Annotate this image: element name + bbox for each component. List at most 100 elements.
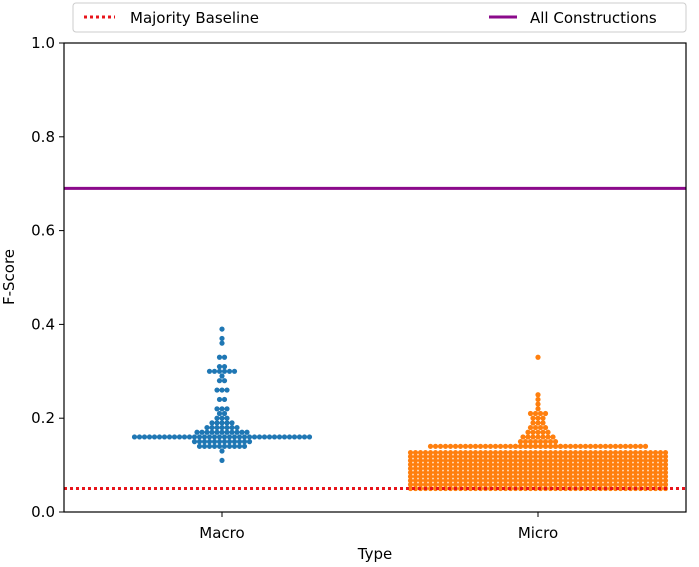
data-point-micro: [407, 465, 414, 472]
data-point-micro: [602, 481, 609, 488]
data-point-micro: [457, 469, 464, 476]
data-point-micro: [612, 477, 619, 484]
data-point-micro: [452, 443, 459, 449]
data-point-micro: [607, 481, 614, 488]
data-point-micro: [412, 449, 419, 456]
data-point-micro: [442, 469, 449, 476]
data-point-micro: [617, 469, 624, 476]
data-point-micro: [617, 485, 624, 492]
data-point-micro: [512, 443, 519, 449]
data-point-micro: [427, 461, 434, 468]
data-point-micro: [582, 461, 589, 468]
data-point-micro: [432, 465, 439, 472]
data-point-micro: [657, 461, 664, 468]
data-point-micro: [627, 453, 634, 460]
data-point-micro: [492, 477, 499, 484]
data-point-micro: [572, 481, 579, 488]
data-point-macro: [226, 443, 233, 449]
data-point-micro: [657, 449, 664, 456]
data-point-micro: [662, 453, 669, 460]
data-point-micro: [602, 473, 609, 480]
data-point-micro: [537, 410, 544, 417]
data-point-micro: [552, 481, 559, 488]
data-point-micro: [497, 443, 504, 449]
data-point-micro: [432, 473, 439, 480]
data-point-micro: [547, 443, 554, 449]
data-point-micro: [592, 443, 599, 449]
data-point-micro: [477, 461, 484, 468]
data-point-micro: [452, 449, 459, 456]
data-point-micro: [422, 465, 429, 472]
data-point-micro: [542, 457, 549, 464]
data-point-macro: [266, 434, 273, 440]
data-point-micro: [632, 461, 639, 468]
data-point-micro: [537, 457, 544, 464]
data-point-macro: [231, 439, 238, 445]
data-point-micro: [557, 465, 564, 472]
data-point-micro: [467, 469, 474, 476]
data-point-micro: [502, 453, 509, 460]
data-point-micro: [462, 453, 469, 460]
data-point-micro: [535, 406, 541, 412]
data-point-micro: [662, 461, 669, 468]
data-point-micro: [642, 465, 649, 472]
data-point-micro: [597, 477, 604, 484]
data-point-micro: [507, 457, 514, 464]
data-point-macro: [221, 439, 228, 445]
data-point-micro: [622, 477, 629, 484]
data-point-macro: [216, 434, 223, 440]
data-point-micro: [597, 449, 604, 456]
data-point-micro: [547, 457, 554, 464]
data-point-micro: [552, 439, 559, 445]
data-point-macro: [219, 457, 225, 464]
data-point-micro: [562, 453, 569, 460]
data-point-micro: [535, 434, 541, 440]
data-point-micro: [502, 481, 509, 488]
data-point-micro: [572, 449, 579, 456]
data-point-micro: [637, 481, 644, 488]
data-point-micro: [552, 449, 559, 456]
data-point-micro: [492, 443, 499, 449]
data-point-micro: [482, 477, 489, 484]
data-point-micro: [642, 473, 649, 480]
data-point-micro: [612, 449, 619, 456]
data-point-micro: [642, 449, 649, 456]
data-point-micro: [567, 469, 574, 476]
data-point-micro: [482, 449, 489, 456]
data-point-micro: [627, 449, 634, 456]
data-point-micro: [572, 453, 579, 460]
data-point-micro: [517, 449, 524, 456]
data-point-macro: [219, 373, 225, 379]
data-point-micro: [577, 469, 584, 476]
data-point-micro: [427, 465, 434, 472]
data-point-micro: [642, 469, 649, 476]
data-point-micro: [517, 473, 524, 480]
data-point-micro: [662, 477, 669, 484]
data-point-micro: [502, 473, 509, 480]
data-point-micro: [552, 469, 559, 476]
data-point-micro: [547, 465, 554, 472]
data-point-micro: [497, 457, 504, 464]
data-point-macro: [221, 434, 228, 440]
data-point-micro: [497, 473, 504, 480]
y-tick-label: 0.8: [31, 128, 55, 146]
data-point-micro: [482, 469, 489, 476]
data-point-macro: [246, 434, 253, 440]
data-point-micro: [407, 469, 414, 476]
data-point-micro: [647, 457, 654, 464]
data-point-micro: [552, 453, 559, 460]
data-point-micro: [557, 461, 564, 468]
data-point-micro: [457, 461, 464, 468]
data-point-micro: [632, 443, 639, 449]
data-point-micro: [522, 465, 529, 472]
data-point-micro: [527, 481, 534, 488]
data-point-micro: [422, 449, 429, 456]
data-point-micro: [627, 465, 634, 472]
data-point-macro: [136, 434, 143, 440]
data-point-micro: [477, 443, 484, 449]
data-point-micro: [427, 477, 434, 484]
data-point-micro: [607, 469, 614, 476]
data-point-micro: [542, 481, 549, 488]
data-point-micro: [417, 481, 424, 488]
data-point-micro: [642, 453, 649, 460]
